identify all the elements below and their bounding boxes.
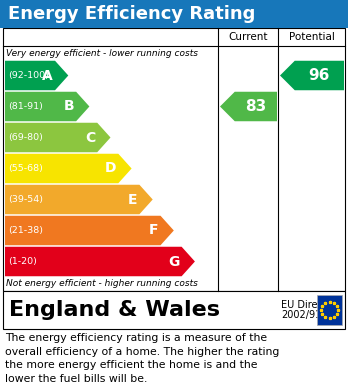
Text: F: F — [149, 224, 159, 237]
Polygon shape — [5, 123, 111, 152]
Text: (39-54): (39-54) — [8, 195, 43, 204]
Text: A: A — [42, 68, 53, 83]
Text: Potential: Potential — [288, 32, 334, 42]
Text: (69-80): (69-80) — [8, 133, 43, 142]
Text: D: D — [105, 161, 116, 176]
Text: Current: Current — [228, 32, 268, 42]
Polygon shape — [5, 61, 68, 90]
Polygon shape — [5, 154, 132, 183]
Bar — [3, 291, 345, 329]
Polygon shape — [220, 92, 277, 121]
Polygon shape — [5, 247, 195, 276]
Text: EU Directive: EU Directive — [281, 300, 341, 310]
Text: (21-38): (21-38) — [8, 226, 43, 235]
Text: Very energy efficient - lower running costs: Very energy efficient - lower running co… — [6, 48, 198, 57]
Polygon shape — [5, 185, 153, 214]
Text: E: E — [128, 192, 137, 206]
Text: (55-68): (55-68) — [8, 164, 43, 173]
Text: Not energy efficient - higher running costs: Not energy efficient - higher running co… — [6, 280, 198, 289]
Polygon shape — [5, 216, 174, 245]
Text: 96: 96 — [308, 68, 330, 83]
Text: The energy efficiency rating is a measure of the
overall efficiency of a home. T: The energy efficiency rating is a measur… — [5, 333, 279, 384]
Text: (1-20): (1-20) — [8, 257, 37, 266]
Text: (81-91): (81-91) — [8, 102, 43, 111]
Text: Energy Efficiency Rating: Energy Efficiency Rating — [8, 5, 255, 23]
Polygon shape — [5, 92, 89, 121]
Text: G: G — [168, 255, 180, 269]
Text: (92-100): (92-100) — [8, 71, 49, 80]
Text: 83: 83 — [245, 99, 266, 114]
Text: England & Wales: England & Wales — [9, 300, 220, 320]
Bar — [3, 28, 345, 291]
Polygon shape — [280, 61, 344, 90]
Bar — [0, 0, 348, 28]
Text: 2002/91/EC: 2002/91/EC — [281, 310, 337, 320]
Text: C: C — [85, 131, 95, 145]
Text: B: B — [63, 99, 74, 113]
Bar — [317, 295, 342, 325]
